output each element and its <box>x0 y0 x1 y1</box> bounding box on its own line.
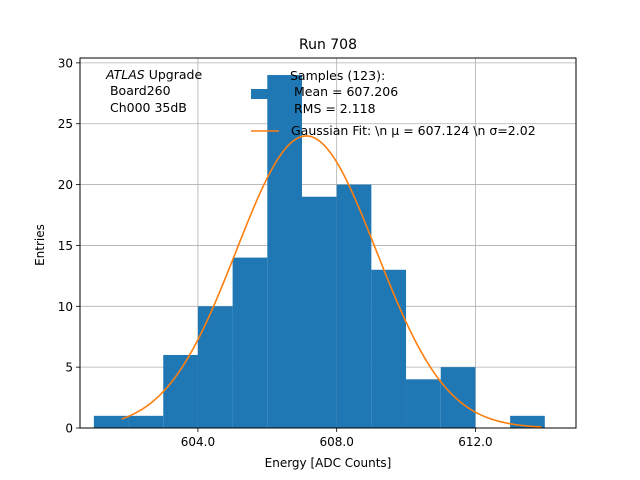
y-axis-label: Entries <box>33 224 47 266</box>
y-tick-label: 20 <box>58 178 73 192</box>
y-tick-label: 25 <box>58 117 73 131</box>
x-tick-label: 608.0 <box>319 435 353 449</box>
histogram-bar <box>336 184 372 428</box>
x-tick-label: 604.0 <box>181 435 215 449</box>
histogram-bar <box>232 257 268 428</box>
chart-title: Run 708 <box>299 37 357 53</box>
atlas-annotation: ATLAS Upgrade Board260 Ch000 35dB <box>105 67 202 115</box>
legend-hist-label-3: RMS = 2.118 <box>290 101 376 116</box>
x-tick-label: 612.0 <box>458 435 492 449</box>
legend-hist-label-1: Samples (123): <box>290 68 385 83</box>
y-tick-label: 10 <box>58 300 73 314</box>
annotation-line-3: Ch000 35dB <box>106 100 187 115</box>
annotation-line-1: ATLAS Upgrade <box>105 67 202 82</box>
y-tick-label: 30 <box>58 56 73 70</box>
histogram-bar <box>267 75 302 428</box>
histogram-bar <box>301 196 337 428</box>
annotation-upgrade: Upgrade <box>145 67 203 82</box>
histogram-bar <box>406 379 441 428</box>
legend-hist-label-2: Mean = 607.206 <box>290 84 398 99</box>
annotation-line-2: Board260 <box>106 83 171 98</box>
histogram-bar <box>371 269 407 428</box>
x-axis-label: Energy [ADC Counts] <box>265 456 392 470</box>
histogram-bar <box>128 415 164 428</box>
histogram-bar <box>93 415 129 428</box>
legend: Samples (123): Mean = 607.206 RMS = 2.11… <box>251 68 536 138</box>
plot-frame <box>79 57 577 429</box>
y-tick-label: 5 <box>65 361 73 375</box>
gaussian-fit-curve <box>121 135 542 428</box>
legend-fit-label: Gaussian Fit: \n μ = 607.124 \n σ=2.02 <box>291 123 536 138</box>
gaussian-fit <box>121 135 542 428</box>
histogram-bar <box>163 354 198 428</box>
annotation-atlas: ATLAS <box>105 67 145 82</box>
axis-ticks: 604.0 608.0 612.0 0 5 10 15 20 25 30 <box>58 56 493 449</box>
legend-hist-swatch <box>251 89 279 99</box>
y-tick-label: 15 <box>58 239 73 253</box>
histogram-bar <box>440 367 476 428</box>
histogram-bar <box>197 306 233 428</box>
y-tick-label: 0 <box>65 422 73 436</box>
